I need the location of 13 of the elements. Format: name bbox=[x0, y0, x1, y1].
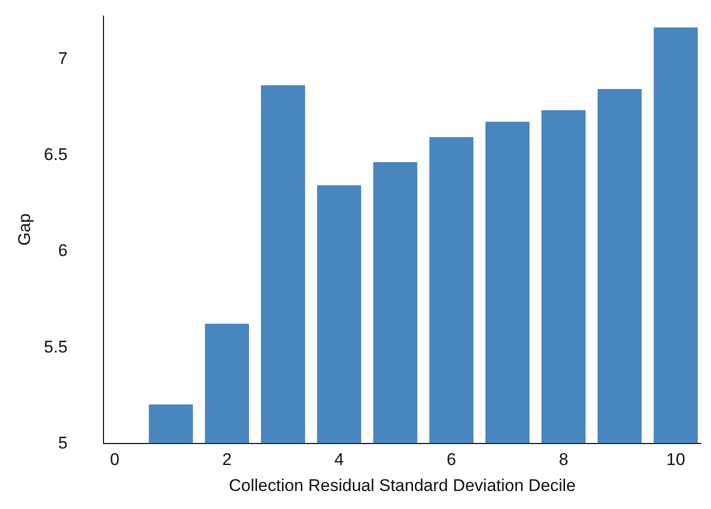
x-tick-label: 6 bbox=[446, 450, 456, 469]
x-tick-label: 0 bbox=[110, 450, 120, 469]
y-tick-label: 6.5 bbox=[44, 144, 68, 164]
x-tick-label: 4 bbox=[334, 450, 344, 469]
x-tick-label: 2 bbox=[222, 450, 232, 469]
x-tick-label: 10 bbox=[666, 450, 686, 469]
x-axis-title: Collection Residual Standard Deviation Decile bbox=[228, 476, 576, 495]
x-tick-label: 8 bbox=[558, 450, 568, 469]
y-tick-label: 6 bbox=[58, 241, 68, 260]
y-axis-title: Gap bbox=[15, 213, 34, 246]
y-tick-label: 5 bbox=[58, 434, 68, 452]
y-tick-label: 7 bbox=[58, 48, 68, 68]
y-tick-label: 5.5 bbox=[44, 337, 68, 356]
